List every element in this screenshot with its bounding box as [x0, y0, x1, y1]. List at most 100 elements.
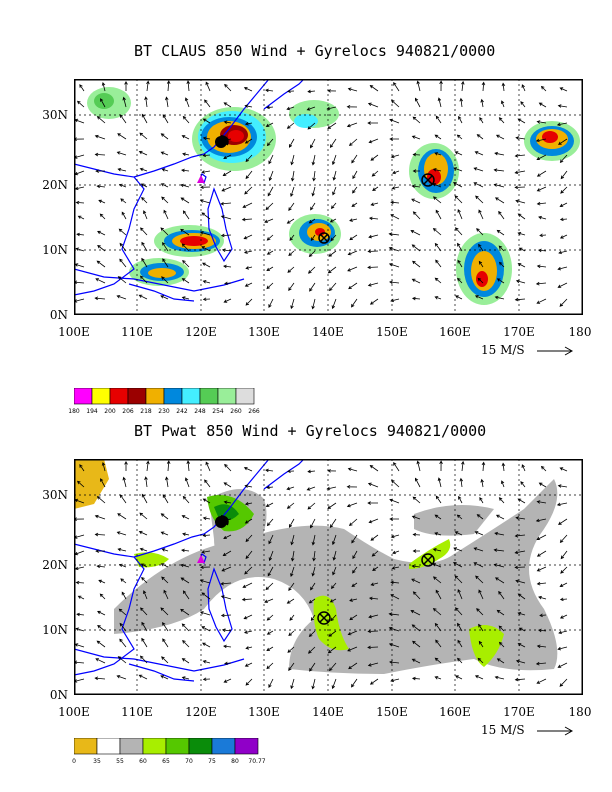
wind-arrow: [139, 512, 148, 520]
wind-arrow: [245, 678, 253, 686]
wind-arrow: [454, 607, 463, 616]
wind-arrow: [181, 658, 190, 664]
cb2-tick: 80: [231, 758, 239, 765]
wind-arrow: [514, 185, 526, 190]
wind-arrow: [536, 500, 547, 504]
wind-arrow: [181, 515, 190, 520]
wind-arrow: [161, 576, 169, 584]
wind-arrow: [496, 609, 505, 616]
wind-arrow: [514, 550, 526, 555]
wind-arrow: [434, 134, 442, 140]
wind-arrow: [515, 136, 526, 140]
wind-arrow: [245, 534, 253, 543]
wind-arrow: [202, 262, 211, 268]
wind-arrow: [76, 480, 85, 488]
wind-arrow: [77, 215, 85, 220]
wind-arrow: [201, 550, 211, 554]
wind-arrow: [367, 282, 379, 287]
wind-arrow: [308, 266, 316, 274]
wind-arrow: [161, 276, 169, 284]
wind-arrow: [160, 133, 169, 140]
wind-arrow: [434, 676, 442, 680]
vector-ref-arrow: [537, 726, 574, 736]
wind-arrow: [351, 678, 358, 688]
wind-arrow: [287, 266, 295, 273]
cb2-tick: 55: [116, 758, 124, 765]
wind-arrow: [144, 96, 148, 108]
wind-arrow: [116, 531, 127, 536]
wind-arrow: [327, 122, 337, 129]
wind-arrow: [367, 482, 379, 488]
wind-arrow: [122, 96, 127, 108]
wind-arrow: [95, 169, 106, 173]
wind-arrow: [457, 657, 463, 664]
wind-arrow: [244, 186, 253, 195]
cb1-tick: 266: [248, 408, 260, 415]
typhoon-marker: [215, 135, 229, 148]
gyre-marker-1: [421, 173, 435, 187]
wind-arrow: [536, 550, 547, 557]
wind-arrow: [223, 154, 232, 159]
wind-arrow: [557, 104, 568, 108]
wind-arrow: [202, 533, 211, 538]
wind-arrow: [517, 611, 526, 616]
wind-arrow: [411, 515, 421, 520]
wind-arrow: [560, 170, 568, 180]
wind-arrow: [288, 250, 295, 257]
wind-arrow: [200, 185, 211, 190]
wind-arrow: [412, 260, 421, 268]
wind-arrow: [494, 577, 505, 584]
wind-arrow: [201, 246, 211, 252]
wind-arrow: [182, 210, 190, 220]
wind-arrow: [474, 531, 484, 536]
wind-arrow: [412, 591, 421, 600]
wind-arrow: [559, 234, 568, 239]
wind-arrow: [122, 476, 127, 488]
wind-arrow: [180, 577, 190, 584]
wind-arrow: [481, 461, 486, 472]
wind-arrow: [412, 532, 421, 537]
wind-arrow: [536, 534, 547, 540]
wind-arrow: [204, 479, 211, 488]
wind-arrow: [369, 298, 379, 305]
wind-arrow: [181, 135, 190, 140]
wind-arrow: [268, 550, 274, 562]
wind-arrow: [351, 534, 358, 544]
gyre-marker-2: [317, 611, 331, 625]
wind-arrow: [557, 282, 568, 288]
wind-arrow: [308, 646, 316, 654]
wind-arrow: [389, 660, 400, 665]
vector-ref-label: 15 M/S: [481, 723, 525, 737]
wind-arrow: [184, 97, 190, 108]
cb2-tick: 65: [162, 758, 170, 765]
wind-arrow: [265, 122, 274, 127]
wind-arrow: [560, 186, 568, 194]
wind-arrow: [141, 577, 148, 584]
wind-arrow: [348, 662, 358, 670]
lon-label-150e: 150E: [376, 705, 408, 719]
wind-arrow: [138, 150, 148, 156]
wind-arrow: [372, 566, 379, 571]
wind-arrow: [224, 83, 232, 92]
wind-arrow: [411, 135, 421, 140]
colorbar-swatch: [199, 388, 219, 405]
wind-arrow: [371, 550, 379, 557]
wind-arrow: [160, 607, 169, 616]
wind-arrow: [245, 298, 253, 306]
wind-arrow: [521, 464, 526, 472]
wind-arrow: [535, 518, 547, 523]
wind-arrow: [367, 629, 379, 634]
wind-arrow: [268, 534, 274, 545]
wind-arrow: [117, 133, 127, 140]
cb1-tick: 218: [140, 408, 152, 415]
wind-arrow: [118, 228, 127, 236]
wind-arrow: [520, 481, 526, 488]
wind-arrow: [514, 170, 526, 175]
wind-arrow: [455, 675, 463, 680]
wind-arrow: [186, 80, 191, 92]
wind-arrow: [268, 154, 274, 165]
wind-arrow: [329, 518, 337, 529]
wind-arrow: [181, 296, 190, 300]
wind-arrow: [475, 195, 484, 204]
wind-arrow: [439, 80, 443, 92]
